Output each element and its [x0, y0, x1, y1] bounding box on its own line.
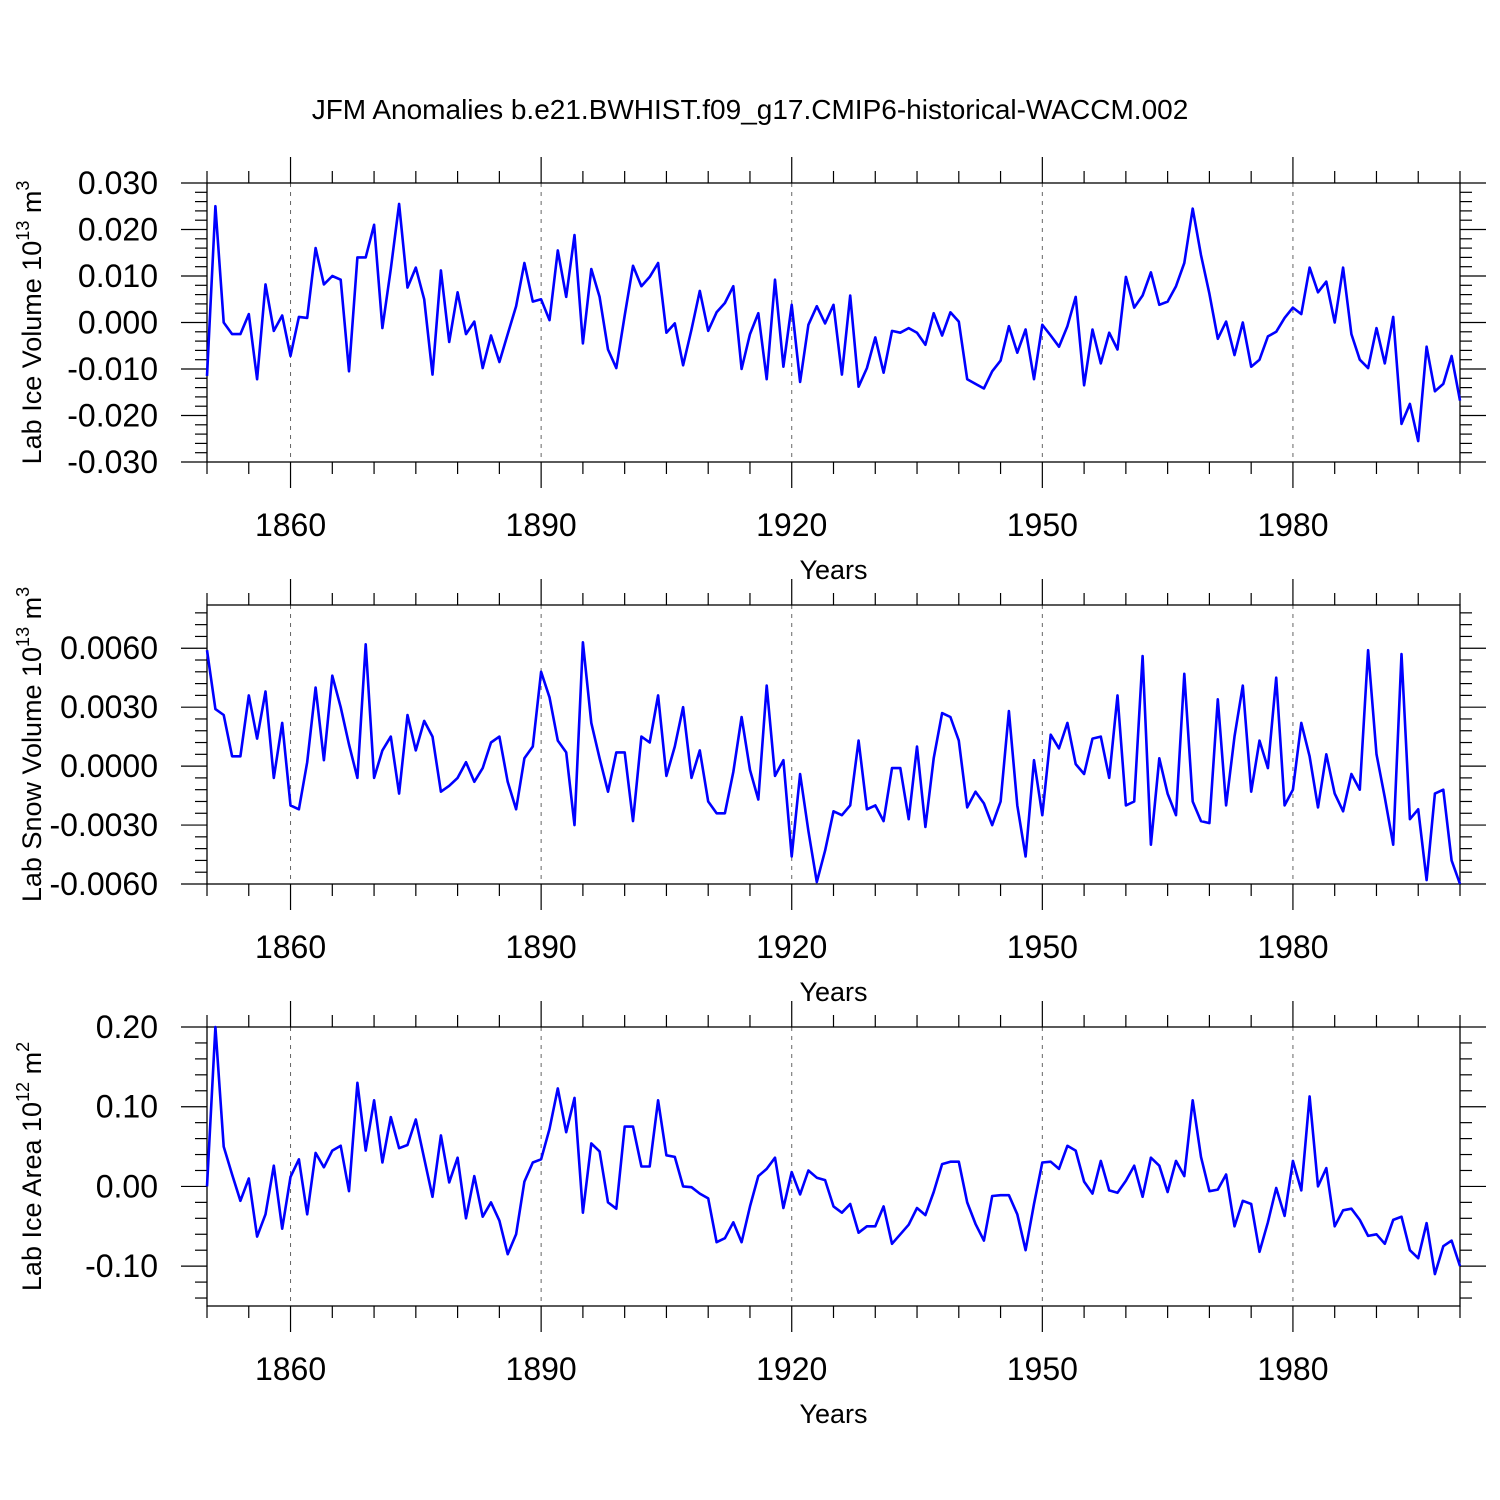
y-axis-label-part: m: [17, 597, 47, 627]
x-tick-label: 1920: [756, 507, 827, 543]
x-tick-label: 1920: [756, 1351, 827, 1387]
y-tick-label: 0.020: [78, 212, 158, 248]
y-axis-label-superscript: 13: [13, 627, 33, 647]
plot-frame: [206, 604, 1461, 885]
chart-title: JFM Anomalies b.e21.BWHIST.f09_g17.CMIP6…: [312, 94, 1189, 125]
x-tick-label: 1950: [1007, 929, 1078, 965]
y-axis-label-part: Lab Ice Volume 10: [17, 241, 47, 465]
y-tick-label: 0.010: [78, 258, 158, 294]
x-tick-label: 1860: [255, 507, 326, 543]
data-series-line: [205, 202, 1462, 443]
panel-snow-volume: -0.0060 -0.0030 0.0000 0.0030 0.0060 1860 1890…: [13, 579, 1486, 1007]
panel-ice-area: -0.10 0.00 0.10 0.20 1860 1890 1920 1950 1980 Yea…: [13, 1001, 1486, 1429]
x-tick-label: 1860: [255, 1351, 326, 1387]
plot-frame: [206, 182, 1461, 463]
x-tick-label: 1950: [1007, 507, 1078, 543]
y-tick-label: -0.10: [85, 1248, 158, 1284]
y-axis-label: Lab Ice Volume 1013 m3: [13, 181, 47, 465]
data-series-line: [205, 1025, 1462, 1276]
y-axis-label-part: Lab Snow Volume 10: [17, 647, 47, 902]
y-axis-label-superscript: 2: [13, 1042, 33, 1052]
y-tick-label: 0.20: [96, 1009, 158, 1045]
x-tick-label: 1890: [506, 507, 577, 543]
y-axis-label-superscript: 12: [13, 1082, 33, 1102]
data-series-line: [205, 640, 1462, 885]
y-axis-label-superscript: 3: [13, 587, 33, 597]
y-tick-label: -0.030: [67, 444, 158, 480]
y-tick-label: 0.030: [78, 165, 158, 201]
x-tick-label: 1950: [1007, 1351, 1078, 1387]
x-tick-label: 1980: [1257, 1351, 1328, 1387]
x-axis-label: Years: [799, 977, 867, 1007]
x-axis-label: Years: [799, 555, 867, 585]
y-tick-label: 0.0000: [60, 748, 158, 784]
y-tick-label: 0.0060: [60, 630, 158, 666]
y-axis-label-superscript: 13: [13, 221, 33, 241]
x-tick-label: 1980: [1257, 929, 1328, 965]
y-axis-label-part: m: [17, 1052, 47, 1082]
y-tick-label: -0.0030: [49, 807, 158, 843]
x-tick-label: 1980: [1257, 507, 1328, 543]
y-tick-label: -0.010: [67, 351, 158, 387]
x-tick-label: 1920: [756, 929, 827, 965]
x-tick-label: 1890: [506, 1351, 577, 1387]
y-axis-label-part: Lab Ice Area 10: [17, 1102, 47, 1291]
y-axis-label-superscript: 3: [13, 181, 33, 191]
panel-ice-volume: -0.030 -0.020 -0.010 0.000 0.010 0.020 0.030 18…: [13, 157, 1486, 585]
x-tick-label: 1860: [255, 929, 326, 965]
y-tick-label: 0.10: [96, 1089, 158, 1125]
y-tick-label: 0.0030: [60, 689, 158, 725]
x-tick-label: 1890: [506, 929, 577, 965]
y-axis-label-part: m: [17, 191, 47, 221]
y-tick-label: 0.000: [78, 305, 158, 341]
x-axis-label: Years: [799, 1399, 867, 1429]
y-tick-label: -0.0060: [49, 866, 158, 902]
y-tick-label: -0.020: [67, 398, 158, 434]
y-axis-label: Lab Snow Volume 1013 m3: [13, 587, 47, 902]
plot-frame: [206, 1026, 1461, 1307]
y-axis-label: Lab Ice Area 1012 m2: [13, 1042, 47, 1291]
y-tick-label: 0.00: [96, 1168, 158, 1204]
